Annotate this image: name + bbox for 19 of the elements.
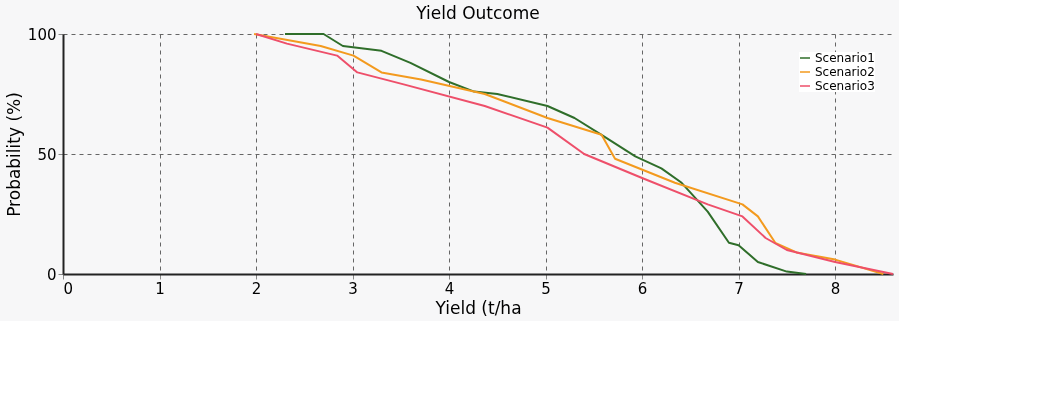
legend-label: Scenario3: [815, 79, 875, 93]
x-tick-label: 8: [830, 279, 841, 298]
x-tick-label: 5: [541, 279, 551, 298]
x-tick-label: 6: [637, 279, 648, 298]
y-tick-label: 100: [27, 25, 57, 44]
x-tick-label: 3: [348, 279, 358, 298]
x-axis-title: Yield (t/ha: [434, 297, 522, 318]
legend-label: Scenario1: [815, 51, 875, 65]
x-tick-label: 7: [734, 279, 744, 298]
line-series: [283, 33, 808, 275]
chart-title: Yield Outcome: [415, 3, 540, 23]
x-tick-label: 2: [251, 279, 262, 298]
x-tick-label: 4: [444, 279, 455, 298]
legend-label: Scenario2: [815, 65, 875, 79]
y-axis-title: Probability (%): [3, 92, 24, 217]
x-tick-label: 0: [63, 279, 74, 298]
y-tick-label: 0: [46, 265, 57, 284]
y-tick-label: 50: [37, 145, 57, 164]
x-tick-label: 1: [155, 279, 165, 298]
